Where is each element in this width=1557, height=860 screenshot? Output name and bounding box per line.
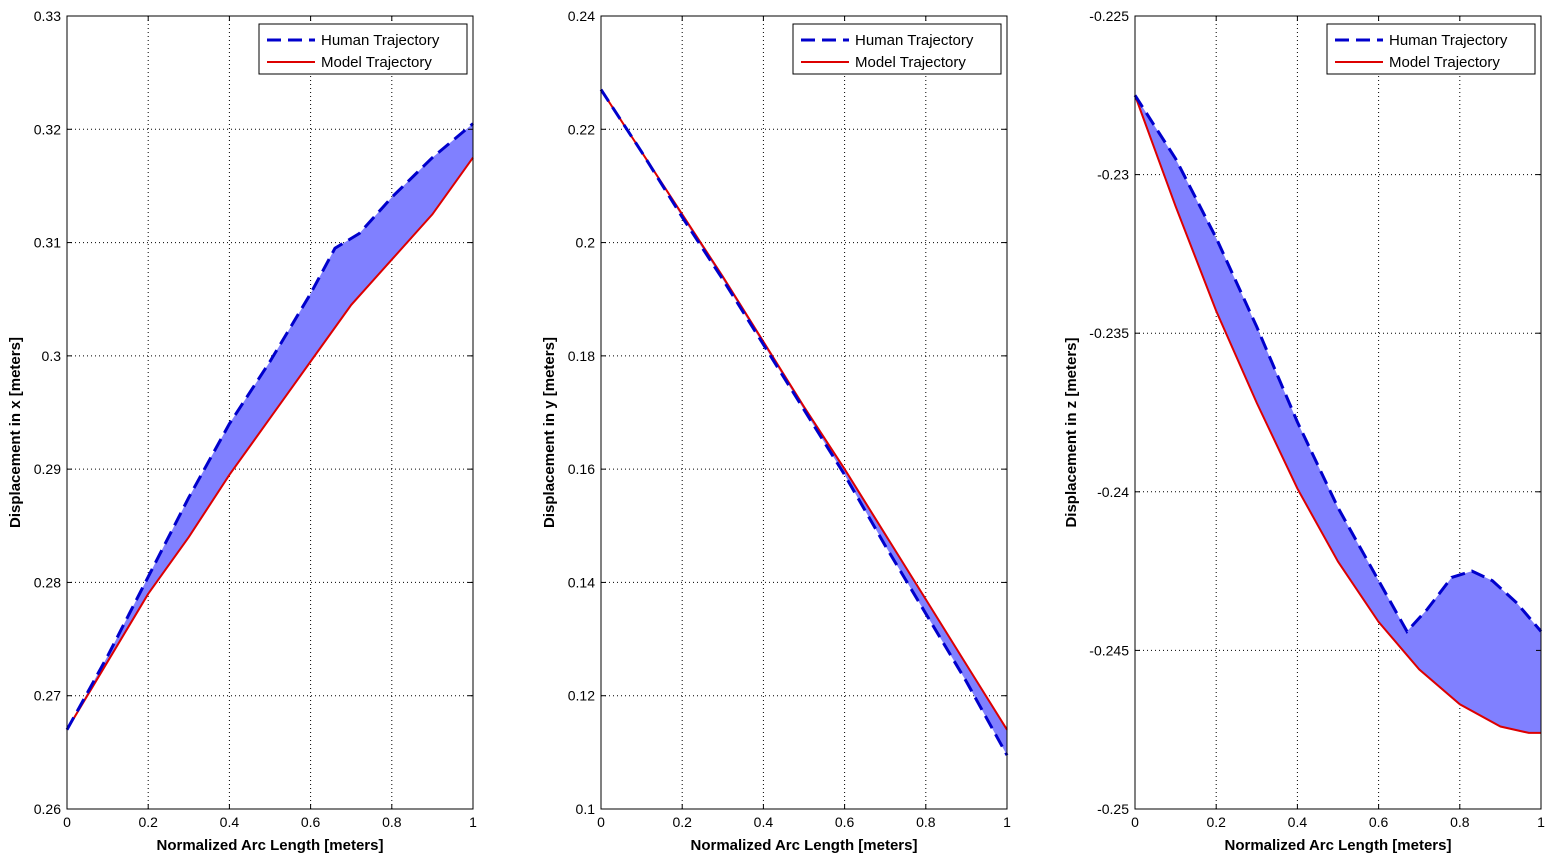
y-tick-label: 0.22 [568, 121, 595, 137]
human-trajectory-line [599, 88, 1009, 756]
axes-box [66, 15, 474, 810]
y-tick-label: 0.16 [568, 461, 595, 477]
y-tick-label: -0.235 [1089, 325, 1129, 341]
fill-between-area [67, 123, 473, 730]
y-axis-label: Displacement in y [meters] [541, 337, 558, 528]
y-tick-label: -0.225 [1089, 8, 1129, 24]
x-tick-label: 0.4 [220, 814, 240, 830]
y-tick-label: 0.14 [568, 574, 595, 590]
legend: Human Trajectory Model Trajectory [792, 23, 1002, 75]
model-trajectory-line [66, 157, 474, 731]
legend-box [792, 23, 1002, 75]
legend-entry: Human Trajectory [1389, 32, 1508, 49]
legend: Human Trajectory Model Trajectory [1326, 23, 1536, 75]
human-trajectory-line [65, 122, 474, 731]
x-tick-label: 0 [597, 814, 605, 830]
x-tick-label: 0.8 [916, 814, 936, 830]
y-tick-label: -0.25 [1097, 801, 1129, 817]
y-axis-label: Displacement in z [meters] [1063, 337, 1080, 527]
x-tick-label: 0 [63, 814, 71, 830]
x-tick-label: 1 [469, 814, 477, 830]
y-tick-label: 0.12 [568, 688, 595, 704]
y-tick-label: 0.29 [34, 461, 61, 477]
y-tick-label: 0.18 [568, 348, 595, 364]
x-tick-label: 1 [1537, 814, 1545, 830]
human-trajectory-line [1133, 94, 1543, 634]
y-tick-label: 0.1 [576, 801, 596, 817]
x-tick-label: 0.6 [835, 814, 855, 830]
legend-box [1326, 23, 1536, 75]
chart-panel-3: 0 0.2 0.4 0.6 0.8 1 -0.25 -0.245 -0.24 -0.235 -0.2… [1063, 8, 1545, 854]
axes-box [600, 15, 1008, 810]
x-axis-label: Normalized Arc Length [meters] [1225, 837, 1452, 854]
x-tick-label: 0.2 [1206, 814, 1226, 830]
x-tick-label: 0.2 [672, 814, 692, 830]
x-axis-label: Normalized Arc Length [meters] [691, 837, 918, 854]
y-tick-label: -0.245 [1089, 642, 1129, 658]
y-tick-label: 0.31 [34, 235, 61, 251]
x-tick-label: 0.6 [301, 814, 321, 830]
legend-entry: Human Trajectory [321, 32, 440, 49]
x-tick-label: 0.2 [138, 814, 158, 830]
legend: Human Trajectory Model Trajectory [258, 23, 468, 75]
legend-entry: Model Trajectory [321, 54, 432, 71]
y-tick-label: -0.23 [1097, 167, 1129, 183]
chart-panel-1: 0 0.2 0.4 0.6 0.8 1 0.26 0.27 0.28 0.29 0.3 0.31 0.3… [7, 8, 477, 854]
x-tick-label: 0.8 [1450, 814, 1470, 830]
x-axis-label: Normalized Arc Length [meters] [157, 837, 384, 854]
legend-entry: Model Trajectory [1389, 54, 1500, 71]
x-tick-label: 0.4 [754, 814, 774, 830]
x-tick-label: 1 [1003, 814, 1011, 830]
y-tick-label: 0.26 [34, 801, 61, 817]
x-tick-label: 0.4 [1288, 814, 1308, 830]
legend-box [258, 23, 468, 75]
y-tick-label: -0.24 [1097, 484, 1129, 500]
x-tick-label: 0.8 [382, 814, 402, 830]
chart-panel-2: 0 0.2 0.4 0.6 0.8 1 0.1 0.12 0.14 0.16 0.18 0.2 0.22… [541, 8, 1011, 854]
legend-entry: Model Trajectory [855, 54, 966, 71]
y-tick-label: 0.27 [34, 688, 61, 704]
y-tick-label: 0.24 [568, 8, 595, 24]
y-tick-label: 0.3 [42, 348, 62, 364]
y-axis-label: Displacement in x [meters] [7, 337, 24, 528]
y-tick-label: 0.28 [34, 574, 61, 590]
legend-entry: Human Trajectory [855, 32, 974, 49]
y-tick-label: 0.32 [34, 121, 61, 137]
model-trajectory-line [600, 89, 1008, 731]
y-tick-label: 0.33 [34, 8, 61, 24]
y-tick-label: 0.2 [576, 235, 596, 251]
x-tick-label: 0 [1131, 814, 1139, 830]
model-trajectory-line [1134, 94, 1541, 734]
axes-box [1134, 15, 1542, 810]
x-tick-label: 0.6 [1369, 814, 1389, 830]
